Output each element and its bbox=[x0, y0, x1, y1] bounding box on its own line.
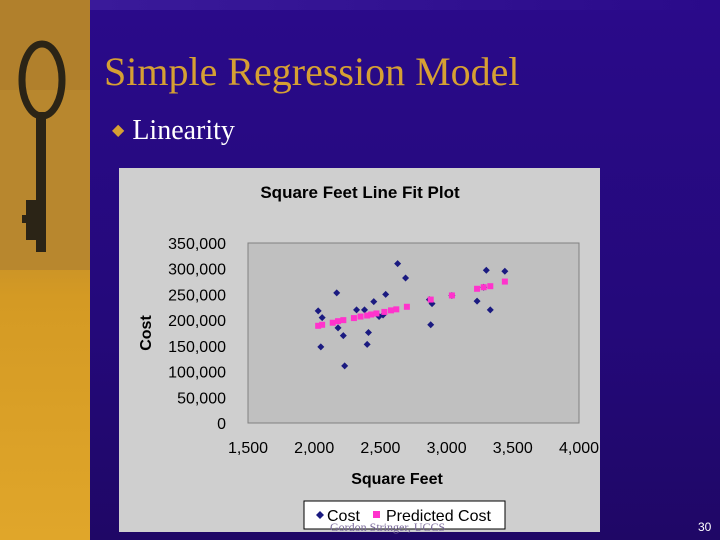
cost-point bbox=[427, 321, 435, 329]
cost-point bbox=[486, 306, 494, 314]
x-tick-label: 3,000 bbox=[427, 440, 467, 457]
predicted-cost-point bbox=[501, 278, 508, 285]
line-fit-plot: Square Feet Line Fit Plot 0 50,000 100,000… bbox=[119, 168, 600, 532]
predicted-cost-point bbox=[350, 315, 357, 322]
y-tick-label: 350,000 bbox=[168, 236, 226, 253]
page-number: 30 bbox=[698, 520, 712, 534]
predicted-cost-point bbox=[393, 306, 400, 313]
legend: Cost Predicted Cost bbox=[303, 500, 506, 530]
y-tick-label: 200,000 bbox=[168, 313, 226, 330]
legend-box bbox=[303, 500, 506, 530]
cost-point bbox=[482, 266, 490, 274]
bullet-item: ◆ Linearity bbox=[112, 115, 235, 147]
cost-point bbox=[318, 314, 326, 322]
cost-point bbox=[339, 332, 347, 340]
y-axis-label: Cost bbox=[138, 315, 155, 351]
x-tick-label: 2,500 bbox=[360, 440, 400, 457]
bullet-text: Linearity bbox=[132, 115, 235, 146]
x-tick-label: 2,000 bbox=[294, 440, 334, 457]
predicted-cost-point bbox=[427, 296, 434, 303]
predicted-cost-point bbox=[340, 317, 347, 324]
plot-area bbox=[247, 242, 580, 424]
x-tick-label: 1,500 bbox=[228, 440, 268, 457]
predicted-cost-point bbox=[329, 319, 336, 326]
x-tick-label: 4,000 bbox=[559, 440, 599, 457]
y-tick-label: 150,000 bbox=[168, 339, 226, 356]
cost-point bbox=[314, 307, 322, 315]
legend-cost-label: Cost bbox=[327, 508, 360, 525]
cost-point bbox=[382, 290, 390, 298]
cost-point bbox=[364, 328, 372, 336]
predicted-cost-point bbox=[315, 322, 322, 329]
cost-point bbox=[370, 298, 378, 306]
predicted-cost-point bbox=[480, 284, 487, 291]
top-accent-bar bbox=[90, 0, 720, 10]
predicted-cost-point bbox=[368, 311, 375, 318]
cost-point bbox=[402, 274, 410, 282]
cost-point bbox=[375, 313, 383, 321]
cost-point bbox=[353, 306, 361, 314]
y-tick-label: 300,000 bbox=[168, 262, 226, 279]
x-axis-label: Square Feet bbox=[351, 471, 443, 488]
y-tick-label: 0 bbox=[217, 416, 226, 433]
cost-point bbox=[341, 362, 349, 370]
footer-text: Gordon Stringer, UCCS bbox=[330, 520, 446, 534]
predicted-cost-point bbox=[448, 292, 455, 299]
predicted-cost-point bbox=[319, 321, 326, 328]
predicted-cost-point bbox=[487, 283, 494, 290]
legend-cost-marker bbox=[316, 511, 324, 519]
cost-point bbox=[317, 343, 325, 351]
y-tick-label: 250,000 bbox=[168, 287, 226, 304]
predicted-cost-point bbox=[364, 312, 371, 319]
predicted-cost-point bbox=[357, 313, 364, 320]
cost-point bbox=[501, 267, 509, 275]
chart-title: Square Feet Line Fit Plot bbox=[260, 183, 460, 202]
predicted-cost-point bbox=[474, 285, 481, 292]
slide-title: Simple Regression Model bbox=[104, 49, 520, 94]
cost-point bbox=[363, 340, 371, 348]
x-tick-label: 3,500 bbox=[493, 440, 533, 457]
cost-point bbox=[361, 306, 369, 314]
predicted-cost-point bbox=[335, 318, 342, 325]
legend-predicted-marker bbox=[373, 511, 380, 518]
y-tick-label: 50,000 bbox=[177, 390, 226, 407]
cost-point bbox=[334, 324, 342, 332]
cost-point bbox=[333, 289, 341, 297]
predicted-cost-point bbox=[403, 303, 410, 310]
antique-key-image bbox=[0, 0, 90, 270]
y-tick-label: 100,000 bbox=[168, 365, 226, 382]
predicted-cost-point bbox=[387, 307, 394, 314]
predicted-cost-point bbox=[381, 308, 388, 315]
cost-point bbox=[394, 260, 402, 268]
diamond-bullet-icon: ◆ bbox=[112, 122, 125, 139]
legend-predicted-label: Predicted Cost bbox=[386, 508, 491, 525]
predicted-cost-point bbox=[373, 310, 380, 317]
cost-point bbox=[473, 297, 481, 305]
